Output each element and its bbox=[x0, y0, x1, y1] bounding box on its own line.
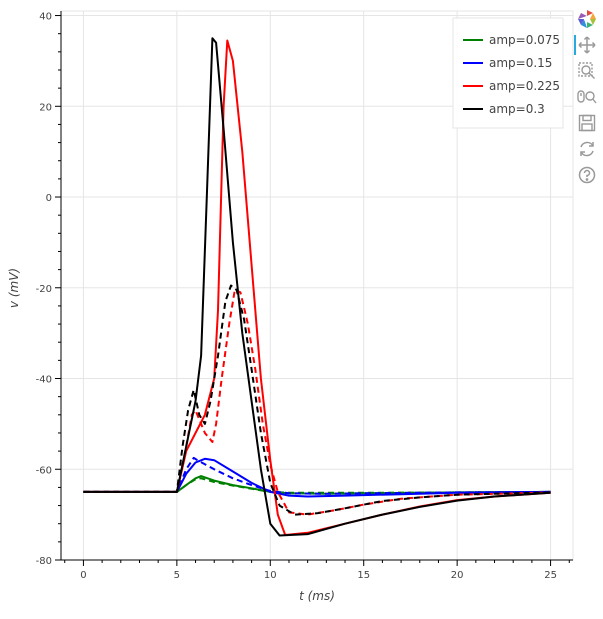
save-icon[interactable] bbox=[574, 110, 600, 136]
x-tick-label: 25 bbox=[544, 570, 557, 581]
x-tick-label: 20 bbox=[451, 570, 464, 581]
x-tick-label: 15 bbox=[357, 570, 370, 581]
wheel-zoom-icon[interactable] bbox=[574, 84, 600, 110]
toolbar bbox=[574, 6, 602, 188]
x-axis-title: t (ms) bbox=[299, 589, 335, 603]
series-line-6 bbox=[83, 37, 551, 537]
y-tick-label: 20 bbox=[39, 102, 52, 113]
series-line-3-dashed bbox=[83, 456, 551, 495]
legend-item-1[interactable]: amp=0.15 bbox=[463, 56, 552, 70]
y-tick-label: -80 bbox=[36, 556, 52, 567]
pan-tool-icon[interactable] bbox=[574, 32, 600, 58]
reset-icon[interactable] bbox=[574, 136, 600, 162]
x-tick-label: 10 bbox=[264, 570, 277, 581]
legend-label: amp=0.3 bbox=[489, 102, 545, 116]
y-tick-label: 40 bbox=[39, 12, 52, 23]
help-icon[interactable] bbox=[574, 162, 600, 188]
y-tick-label: -40 bbox=[36, 375, 52, 386]
series-line-2 bbox=[83, 457, 551, 498]
y-tick-label: -20 bbox=[36, 284, 52, 295]
box-zoom-icon[interactable] bbox=[574, 58, 600, 84]
axes: 0 5 10 15 20 25 -80 -60 -40 -20 0 20 40 bbox=[36, 11, 573, 581]
x-tick-label: 5 bbox=[174, 570, 180, 581]
legend-label: amp=0.075 bbox=[489, 33, 560, 47]
series-line-5-dashed bbox=[83, 289, 551, 516]
y-tick-label: 0 bbox=[46, 193, 52, 204]
y-tick-label: -60 bbox=[36, 465, 52, 476]
series-layer bbox=[83, 37, 551, 537]
legend[interactable]: amp=0.075 amp=0.15 amp=0.225 amp=0.3 bbox=[452, 17, 564, 129]
legend-item-2[interactable]: amp=0.225 bbox=[463, 79, 560, 93]
bokeh-logo-icon[interactable] bbox=[574, 6, 600, 32]
legend-item-3[interactable]: amp=0.3 bbox=[463, 102, 545, 116]
x-tick-label: 0 bbox=[80, 570, 86, 581]
legend-item-0[interactable]: amp=0.075 bbox=[463, 33, 560, 47]
legend-label: amp=0.15 bbox=[489, 56, 552, 70]
series-line-1-dashed bbox=[83, 477, 551, 494]
y-axis-title: v (mV) bbox=[7, 268, 21, 308]
legend-label: amp=0.225 bbox=[489, 79, 560, 93]
series-line-7-dashed bbox=[83, 284, 551, 516]
